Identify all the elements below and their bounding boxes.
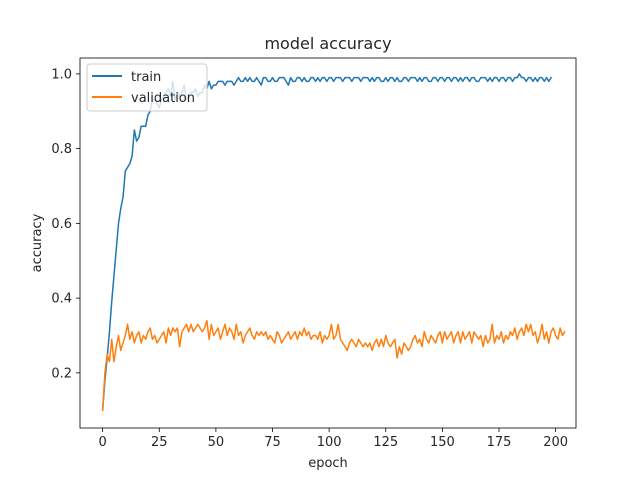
legend: train validation xyxy=(86,63,208,112)
x-tick-label: 100 xyxy=(317,435,342,450)
x-tick-label: 200 xyxy=(543,435,568,450)
y-axis-label: accuracy xyxy=(30,213,45,272)
x-tick-label: 175 xyxy=(487,435,512,450)
x-tick-label: 25 xyxy=(151,435,168,450)
x-tick-label: 50 xyxy=(208,435,225,450)
legend-label-validation: validation xyxy=(131,91,195,106)
y-tick-label: 0.4 xyxy=(51,292,72,307)
plot-frame xyxy=(79,57,577,429)
x-tick-label: 125 xyxy=(373,435,398,450)
y-tick-label: 0.8 xyxy=(51,142,72,157)
x-tick-label: 0 xyxy=(99,435,107,450)
axes-ticks: 0 25 50 75 100 125 150 175 200 0.2 0.4 0.6 0.8 1.0 xyxy=(51,67,568,450)
x-tick-label: 150 xyxy=(430,435,455,450)
plot-area xyxy=(80,58,576,428)
x-tick-label: 75 xyxy=(264,435,281,450)
x-axis-label: epoch xyxy=(308,456,348,471)
y-tick-label: 1.0 xyxy=(51,67,72,82)
chart-title: model accuracy xyxy=(264,34,391,53)
y-tick-label: 0.2 xyxy=(51,366,72,381)
legend-label-train: train xyxy=(131,70,161,85)
series-line-validation xyxy=(101,319,566,412)
y-tick-label: 0.6 xyxy=(51,217,72,232)
